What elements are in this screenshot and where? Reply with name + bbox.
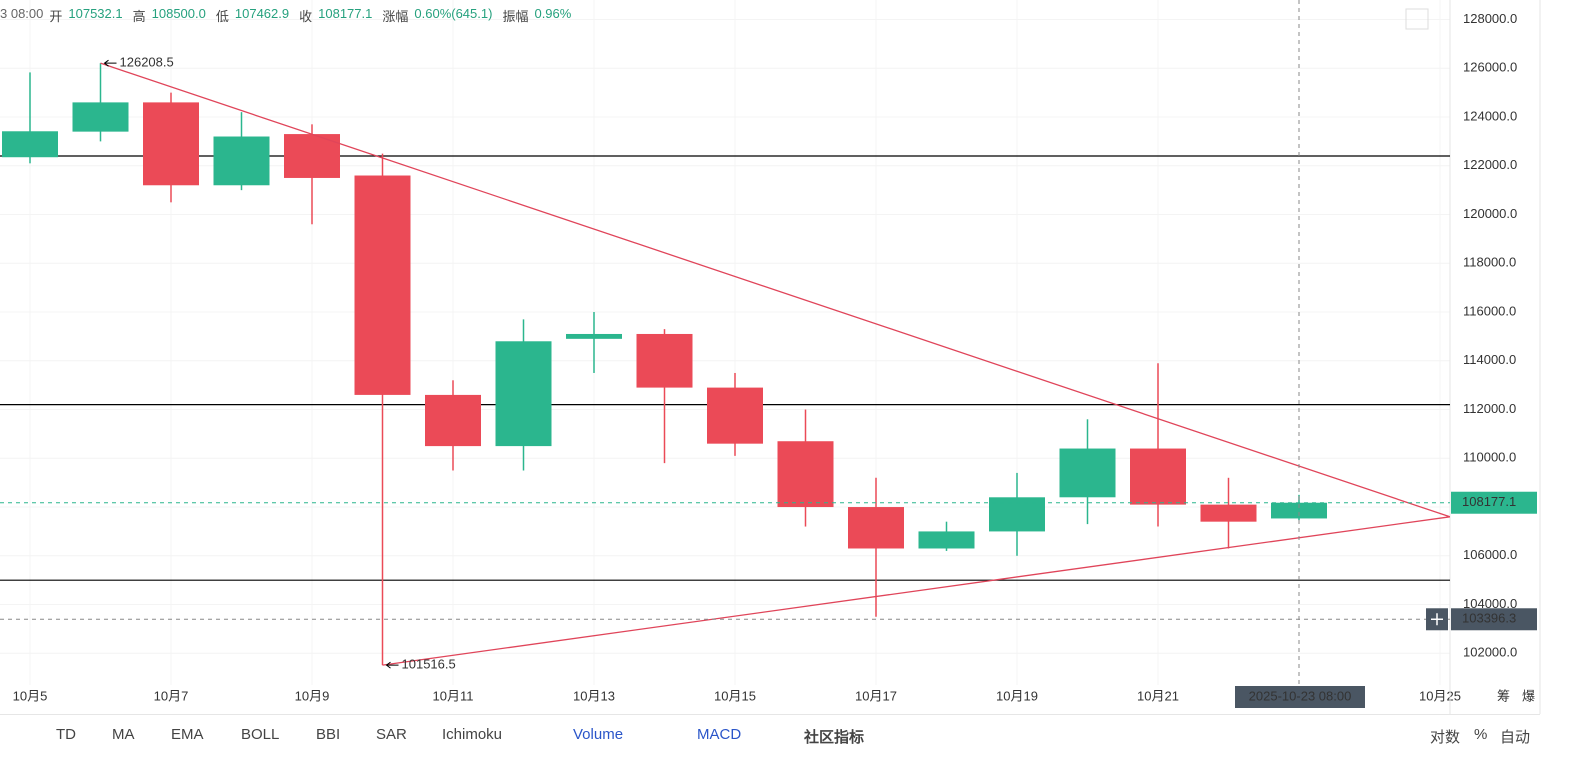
y-tick-label: 110000.0 — [1463, 450, 1516, 465]
header-label: 开 — [49, 9, 63, 24]
header-label: 高 — [132, 9, 146, 24]
candle-body — [636, 333, 693, 388]
y-tick-label: 112000.0 — [1463, 401, 1516, 416]
indicator-button[interactable]: Ichimoku — [442, 726, 503, 743]
candle-body — [1130, 448, 1186, 505]
sub-indicator-button[interactable]: MACD — [697, 726, 742, 743]
scale-option[interactable]: 对数 — [1430, 729, 1461, 746]
corner-label: 筹 — [1497, 688, 1510, 703]
indicator-button[interactable]: BOLL — [241, 726, 280, 743]
crosshair-time-label: 2025-10-23 08:00 — [1249, 688, 1352, 703]
crosshair-price-label: 103396.3 — [1462, 611, 1516, 626]
indicator-button[interactable]: BBI — [316, 726, 341, 743]
crosshair-price-tag — [1451, 608, 1537, 631]
x-tick-label: 10月7 — [154, 688, 189, 703]
sub-indicator-button[interactable]: Volume — [573, 726, 624, 743]
ohlc-header: 3 08:00 开 107532.1 高 108500.0 低 107462.9 收 10817… — [0, 6, 575, 25]
community-button[interactable]: 社区指标 — [804, 729, 865, 746]
candle-body — [425, 394, 481, 447]
candle-body — [284, 134, 340, 178]
trendline — [100, 62, 1451, 518]
indicator-button[interactable]: EMA — [171, 726, 204, 743]
y-tick-label: 120000.0 — [1463, 206, 1517, 221]
y-tick-label: 128000.0 — [1463, 11, 1517, 26]
header-value: 107532.1 — [68, 6, 123, 21]
header-value: 108500.0 — [151, 6, 206, 21]
header-value: 107462.9 — [234, 6, 290, 21]
candle-body — [566, 333, 622, 339]
y-tick-label: 114000.0 — [1463, 352, 1516, 367]
y-tick-label: 124000.0 — [1463, 108, 1517, 123]
corner-label: 爆 — [1522, 688, 1535, 703]
last-price-tag — [1451, 491, 1537, 514]
header-value: 108177.1 — [318, 6, 373, 21]
y-tick-label: 104000.0 — [1463, 596, 1517, 611]
plus-icon — [1431, 613, 1443, 626]
candle-body — [777, 441, 834, 508]
scale-option[interactable]: 自动 — [1500, 729, 1531, 746]
header-label: 收 — [299, 9, 313, 24]
header-label: 低 — [215, 9, 229, 24]
candle-body — [354, 175, 411, 395]
chart: 102000.0104000.0106000.0108000.0110000.0… — [0, 0, 1541, 714]
indicator-button[interactable]: TD — [56, 726, 76, 743]
trendline — [382, 516, 1450, 666]
annotation-label: 101516.5 — [402, 657, 456, 672]
annotation-label: 126208.5 — [120, 55, 174, 70]
candle-body — [707, 387, 763, 444]
x-tick-label: 10月19 — [996, 688, 1038, 703]
header-label: 振幅 — [502, 9, 529, 24]
candle-body — [1200, 504, 1257, 522]
indicator-toolbar: TD MA EMA BOLL BBI SAR Ichimoku Volume MACD 社区指标 对… — [0, 714, 1540, 755]
y-tick-label: 116000.0 — [1463, 303, 1516, 318]
candle-body — [143, 102, 199, 186]
y-tick-label: 102000.0 — [1463, 645, 1517, 660]
scale-option[interactable]: % — [1474, 726, 1488, 743]
candle-body — [213, 136, 270, 186]
x-tick-label: 10月25 — [1419, 688, 1461, 703]
header-label: 涨幅 — [382, 9, 409, 24]
candle-body — [2, 131, 58, 158]
x-tick-label: 10月17 — [855, 688, 897, 703]
fullscreen-btn[interactable] — [1405, 8, 1429, 30]
x-tick-label: 10月15 — [714, 688, 756, 703]
x-tick-label: 10月11 — [433, 688, 474, 703]
x-tick-label: 10月9 — [295, 688, 330, 703]
indicator-button[interactable]: MA — [112, 726, 135, 743]
x-tick-label: 10月21 — [1137, 688, 1179, 703]
candle-body — [72, 102, 129, 132]
annotation-arrow — [385, 661, 399, 669]
candle-body — [1059, 448, 1116, 498]
x-tick-label: 10月5 — [13, 688, 48, 703]
y-tick-label: 122000.0 — [1463, 157, 1517, 172]
header-value: 0.96% — [534, 6, 572, 21]
header-date: 3 08:00 — [0, 6, 44, 21]
crosshair-time-tag — [1235, 686, 1365, 708]
candle-body — [918, 531, 975, 549]
y-tick-label: 118000.0 — [1463, 255, 1516, 270]
candle-body — [495, 341, 552, 447]
last-price-label: 108177.1 — [1462, 494, 1516, 509]
candle-body — [848, 507, 904, 549]
indicator-button[interactable]: SAR — [376, 726, 407, 743]
annotation-arrow — [103, 59, 117, 67]
y-tick-label: 106000.0 — [1463, 547, 1517, 562]
candle-body — [1271, 502, 1327, 519]
header-value: 0.60%(645.1) — [414, 6, 493, 21]
x-tick-label: 10月13 — [573, 688, 615, 703]
y-tick-label: 126000.0 — [1463, 60, 1517, 75]
